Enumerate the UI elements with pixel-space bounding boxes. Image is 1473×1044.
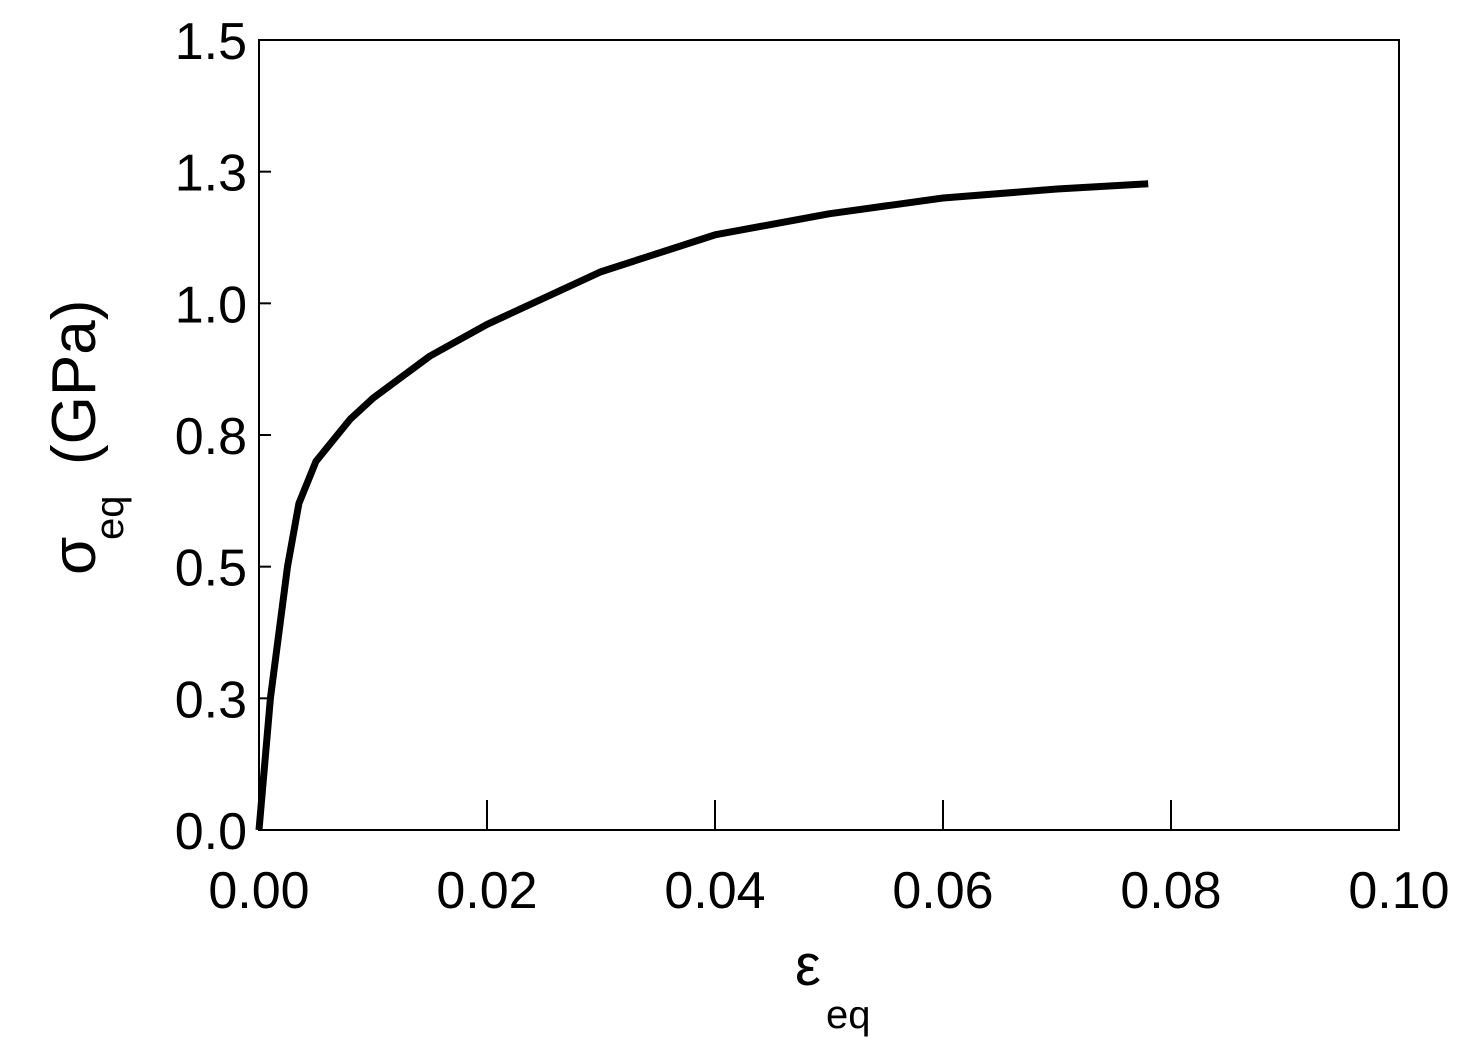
x-tick-label: 0.04 <box>664 862 765 920</box>
x-tick-label: 0.00 <box>208 862 309 920</box>
y-label-symbol: σ <box>40 537 109 575</box>
plot-frame <box>258 39 1400 831</box>
y-label-subscript: eq <box>88 496 132 541</box>
line-series <box>255 180 1149 831</box>
y-label-unit: (GPa) <box>40 300 109 465</box>
y-tick-label: 1.3 <box>175 145 247 203</box>
x-tick-label: 0.06 <box>892 862 993 920</box>
y-tick-label: 1.5 <box>175 13 247 71</box>
y-tick-label: 0.8 <box>175 408 247 466</box>
x-tick-label: 0.02 <box>436 862 537 920</box>
x-tick-label: 0.08 <box>1120 862 1221 920</box>
y-tick-label: 0.0 <box>175 803 247 861</box>
y-tick-label: 0.3 <box>175 671 247 729</box>
x-tick-label: 0.10 <box>1348 862 1449 920</box>
y-axis-label: σ eq (GPa) <box>40 300 132 575</box>
x-label-symbol: ε <box>795 933 821 998</box>
y-tick-label: 1.0 <box>175 276 247 334</box>
y-tick-label: 0.5 <box>175 540 247 598</box>
x-label-subscript: eq <box>826 993 871 1037</box>
